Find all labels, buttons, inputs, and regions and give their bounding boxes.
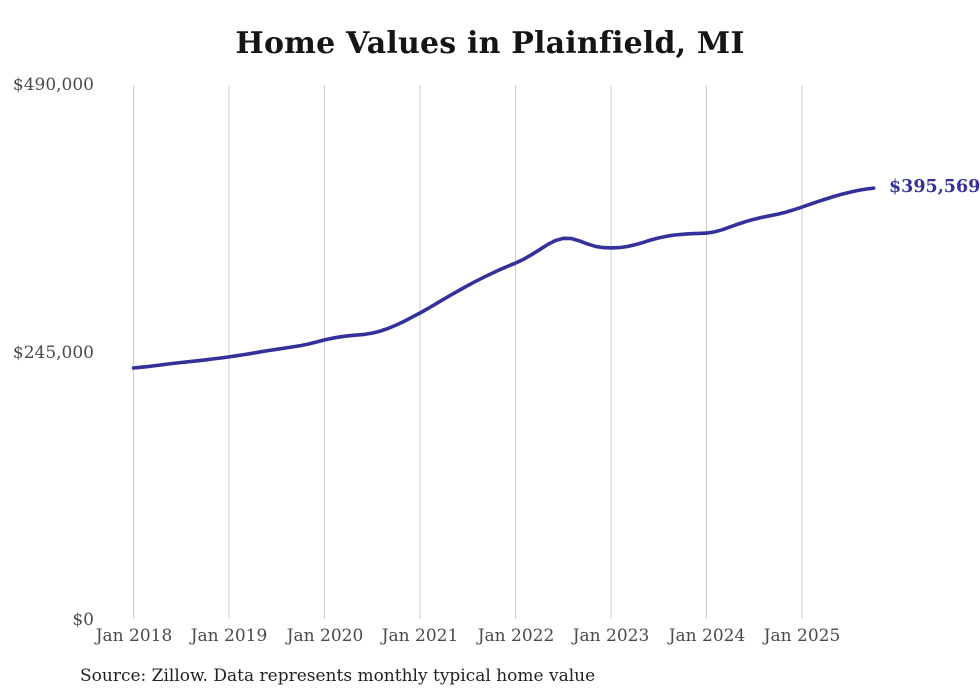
x-axis-tick-label: Jan 2024 <box>668 626 746 646</box>
x-axis-tick-label: Jan 2021 <box>381 626 459 646</box>
gridlines-group <box>133 85 803 619</box>
y-axis-tick-label: $0 <box>72 610 94 630</box>
y-axis-tick-label: $245,000 <box>12 343 94 363</box>
home-value-line <box>131 186 876 370</box>
x-axis-tick-label: Jan 2019 <box>190 626 268 646</box>
x-axis-tick-label: Jan 2022 <box>477 626 555 646</box>
y-axis-tick-label: $490,000 <box>12 75 94 95</box>
source-note: Source: Zillow. Data represents monthly … <box>80 666 596 686</box>
x-axis-tick-label: Jan 2020 <box>286 626 364 646</box>
latest-value-label: $395,569 <box>889 177 980 197</box>
x-axis-tick-label: Jan 2023 <box>572 626 650 646</box>
x-axis-tick-label: Jan 2018 <box>95 626 173 646</box>
chart-title: Home Values in Plainfield, MI <box>235 26 745 61</box>
x-axis-tick-label: Jan 2025 <box>763 626 841 646</box>
